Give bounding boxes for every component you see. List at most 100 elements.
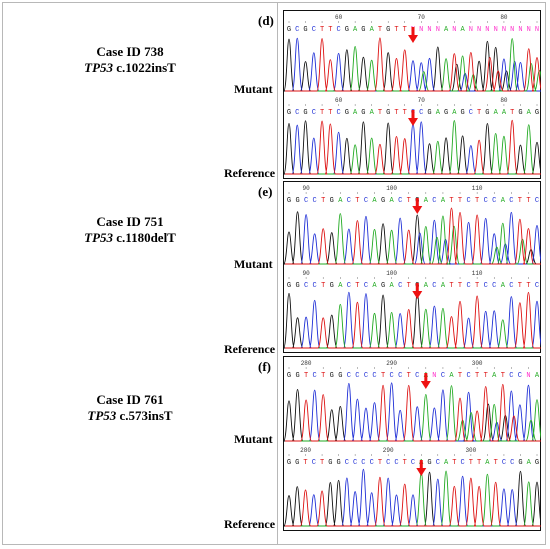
case-label-d: Case ID 738 TP53 c.1022insT (40, 44, 220, 76)
base-call: C (336, 109, 340, 117)
position-number: 80 (500, 14, 508, 21)
base-call: G (381, 282, 385, 290)
base-call: N (427, 26, 431, 34)
base-call: N (485, 26, 489, 34)
base-call: G (287, 197, 291, 205)
base-call: N (432, 372, 436, 380)
base-call: A (492, 372, 497, 380)
base-call: G (535, 109, 539, 117)
base-call: T (355, 197, 359, 205)
base-call: T (452, 459, 456, 467)
base-call: T (449, 282, 453, 290)
base-call: N (436, 26, 440, 34)
mutant-label: Mutant (234, 432, 273, 446)
base-call: T (518, 282, 522, 290)
base-call: N (477, 26, 481, 34)
base-call: T (328, 26, 332, 34)
base-call: C (364, 197, 368, 205)
base-call: C (386, 459, 390, 467)
base-call: A (444, 459, 449, 467)
position-number: 300 (465, 447, 476, 454)
base-call: C (364, 372, 368, 380)
panel-letter-d: (d) (258, 13, 274, 28)
base-call: T (475, 372, 479, 380)
base-call: C (469, 109, 473, 117)
base-call: C (370, 459, 374, 467)
position-number: 60 (335, 97, 343, 104)
position-number: 300 (472, 360, 483, 367)
base-call: C (398, 282, 402, 290)
base-call: N (502, 26, 506, 34)
base-call: C (466, 197, 470, 205)
base-call: C (460, 459, 464, 467)
base-call: T (403, 109, 407, 117)
arrow-shaft (415, 283, 419, 291)
base-call: C (345, 459, 349, 467)
chromatogram-f-reference: 280290300GGTCTGGCCCCTCCTCAGCATCTTATCCGAG (283, 447, 541, 527)
base-call: T (394, 109, 398, 117)
panel-letter-e: (e) (258, 184, 273, 199)
base-call: A (436, 109, 441, 117)
base-call: T (407, 372, 411, 380)
base-call: G (330, 282, 334, 290)
base-call: C (518, 372, 522, 380)
case-id: Case ID 751 (96, 214, 164, 229)
base-call: N (494, 26, 498, 34)
base-call: G (295, 372, 299, 380)
base-call: G (330, 197, 334, 205)
base-call: A (424, 282, 429, 290)
base-call: G (460, 109, 464, 117)
base-call: C (398, 197, 402, 205)
base-call: G (427, 109, 431, 117)
base-call: A (502, 109, 507, 117)
base-call: N (452, 26, 456, 34)
base-call: T (378, 109, 382, 117)
chromatogram-d-reference: 607080GCGCTTCGAGATGTTCCGAGAGCTGAATGAG (283, 97, 541, 175)
panel-border-f (283, 356, 541, 531)
base-call: A (501, 197, 506, 205)
base-call: T (407, 282, 411, 290)
arrow-shaft (419, 460, 423, 468)
trace-line-G (283, 292, 541, 349)
position-number: 70 (418, 14, 426, 21)
base-call: T (321, 282, 325, 290)
base-call: G (361, 109, 365, 117)
mutation-arrow (416, 468, 427, 476)
position-number: 70 (418, 97, 426, 104)
base-call: T (303, 459, 307, 467)
position-number: 100 (386, 270, 397, 277)
base-call: A (452, 109, 457, 117)
mutation-arrow (412, 206, 423, 214)
base-call: C (313, 372, 317, 380)
base-call: T (394, 26, 398, 34)
base-call: C (347, 197, 351, 205)
column-divider (277, 2, 278, 545)
base-call: T (321, 372, 325, 380)
base-call: G (427, 459, 431, 467)
base-call: T (381, 372, 385, 380)
base-call: C (355, 372, 359, 380)
base-call: A (370, 26, 375, 34)
base-call: N (527, 26, 531, 34)
base-call: T (526, 282, 530, 290)
position-number: 80 (500, 97, 508, 104)
reference-label: Reference (224, 517, 276, 531)
gene-name: TP53 (84, 60, 114, 75)
gene-name: TP53 (84, 230, 114, 245)
arrow-shaft (415, 198, 419, 206)
base-call: C (411, 459, 415, 467)
arrow-shaft (411, 27, 415, 35)
base-call: G (345, 109, 349, 117)
base-call: C (432, 197, 436, 205)
position-number: 290 (383, 447, 394, 454)
trace-line-T (285, 207, 541, 265)
base-call: A (441, 197, 446, 205)
base-call: C (509, 372, 513, 380)
base-call: G (361, 26, 365, 34)
base-call: A (494, 109, 499, 117)
trace-line-A (285, 38, 541, 92)
base-call: T (407, 197, 411, 205)
trace-line-T (285, 119, 541, 175)
trace-line-A (285, 120, 541, 175)
position-number: 280 (300, 447, 311, 454)
